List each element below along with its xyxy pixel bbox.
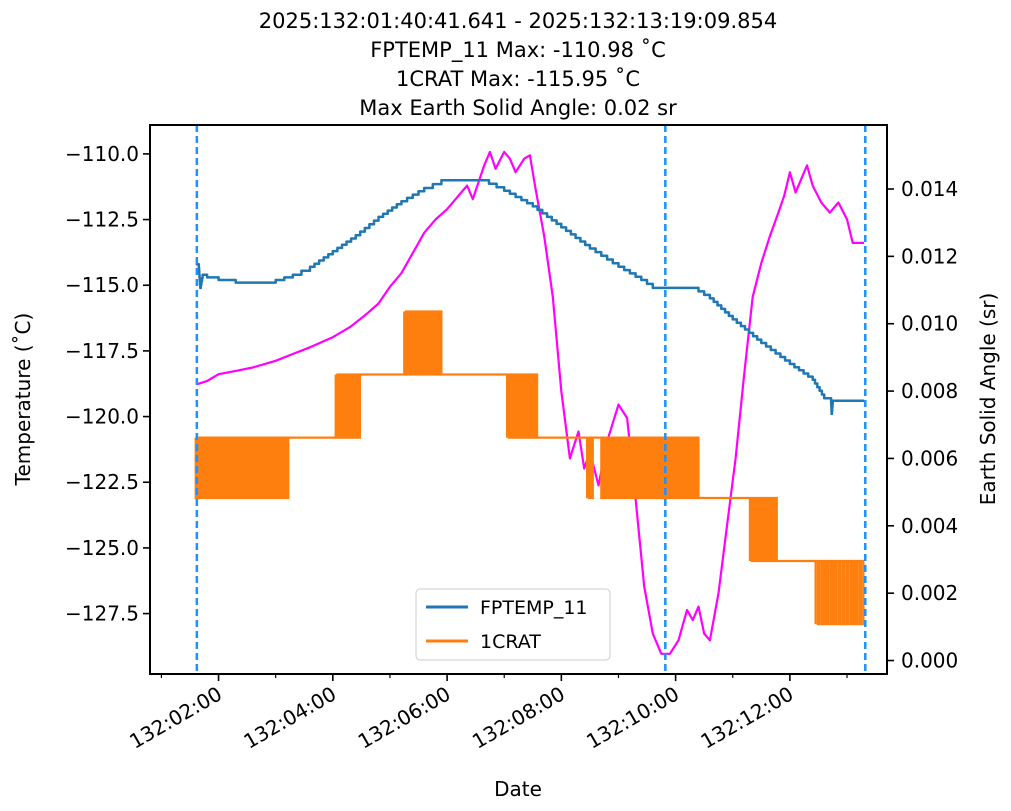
y-axis-label-right: Earth Solid Angle (sr) xyxy=(976,293,1000,506)
x-tick-label-6: 132:12:00 xyxy=(697,682,798,754)
title-line-2: FPTEMP_11 Max: -110.98 ˚C xyxy=(370,38,666,63)
x-axis-label: Date xyxy=(494,777,542,801)
x-tick-label-3: 132:06:00 xyxy=(354,682,455,754)
y-left-tick-label-2: −112.5 xyxy=(65,208,139,232)
y-right-tick-label-2: 0.002 xyxy=(901,581,958,605)
y-axis-label-left: Temperature (˚C) xyxy=(11,313,35,487)
y-right-tick-label-6: 0.010 xyxy=(901,312,958,336)
y-right-tick-label-7: 0.012 xyxy=(901,244,958,268)
y-right-tick-label-5: 0.008 xyxy=(901,379,958,403)
y-left-tick-label-8: −127.5 xyxy=(65,602,139,626)
y-right-tick-label-1: 0.000 xyxy=(901,649,958,673)
y-right-tick-label-3: 0.004 xyxy=(901,514,958,538)
legend-label-1crat: 1CRAT xyxy=(480,631,541,653)
x-tick-label-2: 132:04:00 xyxy=(239,682,340,754)
x-tick-label-5: 132:10:00 xyxy=(582,682,683,754)
plot-frame xyxy=(149,124,888,675)
y-left-tick-label-5: −120.0 xyxy=(65,405,139,429)
x-tick-label-1: 132:02:00 xyxy=(125,682,226,754)
y-left-tick-label-7: −125.0 xyxy=(65,536,139,560)
series-1crat xyxy=(194,310,866,626)
y-right-tick-label-4: 0.006 xyxy=(901,446,958,470)
y-left-tick-label-6: −122.5 xyxy=(65,470,139,494)
series-fptemp-11 xyxy=(195,178,865,416)
y-left-tick-label-3: −115.0 xyxy=(65,273,139,297)
legend: FPTEMP_11 1CRAT xyxy=(415,588,611,661)
title-line-3: 1CRAT Max: -115.95 ˚C xyxy=(396,67,640,91)
title-line-4: Max Earth Solid Angle: 0.02 sr xyxy=(359,96,677,120)
title-line-1: 2025:132:01:40:41.641 - 2025:132:13:19:0… xyxy=(259,9,777,33)
y-left-tick-label-1: −110.0 xyxy=(65,142,139,166)
legend-label-fptemp: FPTEMP_11 xyxy=(480,597,588,619)
series-earth-solid-angle xyxy=(196,150,865,655)
chart-title: 2025:132:01:40:41.641 - 2025:132:13:19:0… xyxy=(259,9,777,120)
x-tick-label-4: 132:08:00 xyxy=(468,682,569,754)
y-left-tick-label-4: −117.5 xyxy=(65,339,139,363)
y-right-tick-label-8: 0.014 xyxy=(901,177,958,201)
